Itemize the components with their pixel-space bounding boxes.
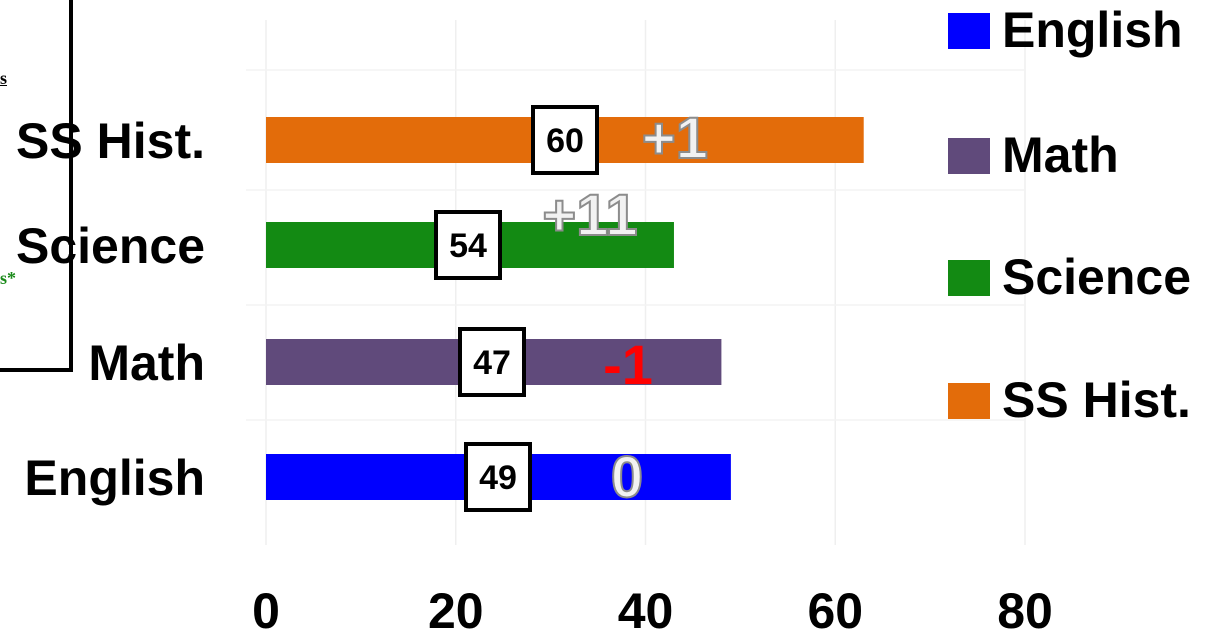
legend-swatch [948,13,990,49]
category-label: SS Hist. [16,113,205,169]
value-box-label: 54 [449,227,487,265]
value-box [464,442,532,512]
value-box-label: 47 [473,344,511,382]
legend-swatch [948,138,990,174]
legend-label: SS Hist. [1002,372,1191,428]
category-label: English [24,450,205,506]
legend-swatch [948,260,990,296]
legend-label: English [1002,2,1183,58]
x-tick-label: 40 [618,583,674,639]
change-label: +11 [542,183,637,248]
value-box-label: 49 [479,459,517,497]
x-tick-label: 80 [997,583,1053,639]
value-box-label: 60 [546,122,584,160]
value-box [531,105,599,175]
cropped-green-text-fragment: s* [0,268,17,288]
x-tick-label: 20 [428,583,484,639]
value-box [458,327,526,397]
cropped-text-fragment: s [0,68,8,88]
legend-label: Science [1002,249,1191,305]
bracket-horizontal-line [0,368,72,372]
category-label: Math [88,335,205,391]
bracket-vertical-line [69,0,73,372]
legend-label: Math [1002,127,1119,183]
value-box [434,210,502,280]
category-label: Science [16,218,205,274]
legend-swatch [948,383,990,419]
change-label: +1 [642,106,708,171]
change-label: -1 [603,333,653,396]
x-tick-label: 0 [252,583,280,639]
change-label: 0 [611,445,643,510]
x-tick-label: 60 [807,583,863,639]
